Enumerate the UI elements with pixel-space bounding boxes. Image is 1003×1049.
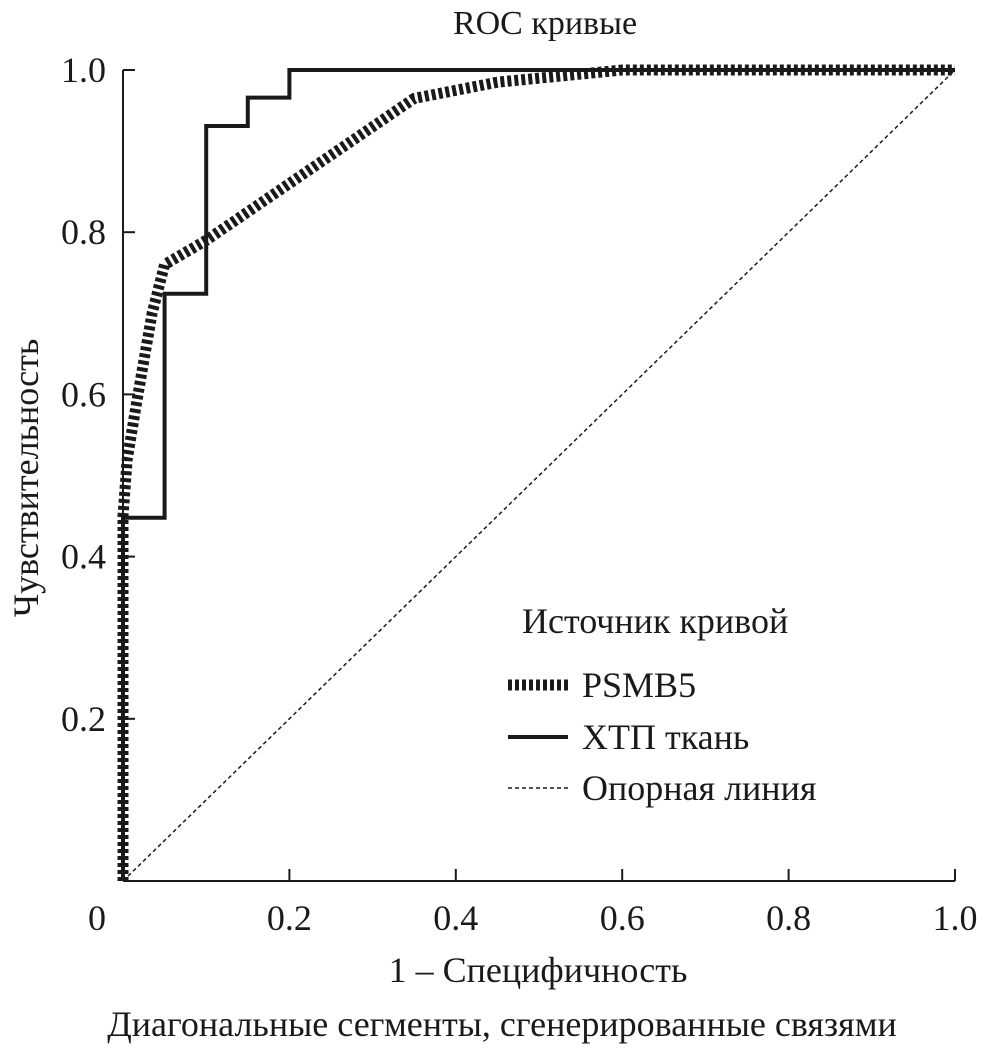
series-line-psmb5 [117,64,955,881]
legend-title: Источник кривой [522,601,788,641]
legend-label-reference: Опорная линия [582,768,816,808]
chart-footnote: Диагональные сегменты, сгенерированные с… [107,1004,897,1044]
legend-label-psmb5: PSMB5 [582,665,696,705]
series-line-xtp-tissue [121,68,955,881]
x-axis-label: 1 – Специфичность [389,950,688,990]
legend-label-xtp: ХТП ткань [582,717,749,757]
legend: Источник кривой PSMB5 ХТП ткань Опорная … [508,601,816,808]
axes: 0 0.2 0.4 0.6 0.8 1.0 0.2 0.4 0.6 0.8 1.0 [61,50,978,938]
x-tick-label: 0.6 [600,898,645,938]
x-tick-label: 0.8 [766,898,811,938]
y-tick-label: 0.6 [61,374,106,414]
y-tick-label: 1.0 [61,50,106,90]
x-tick-label: 0 [88,898,106,938]
x-tick-label: 0.2 [267,898,312,938]
series-group [117,64,956,882]
y-axis-label: Чувствительность [6,339,46,618]
y-tick-label: 0.8 [61,212,106,252]
chart-title: ROC кривые [453,5,637,42]
y-tick-label: 0.2 [61,699,106,739]
x-tick-label: 1.0 [933,898,978,938]
y-tick-label: 0.4 [61,537,106,577]
series-line-reference [122,69,956,882]
x-tick-label: 0.4 [433,898,478,938]
